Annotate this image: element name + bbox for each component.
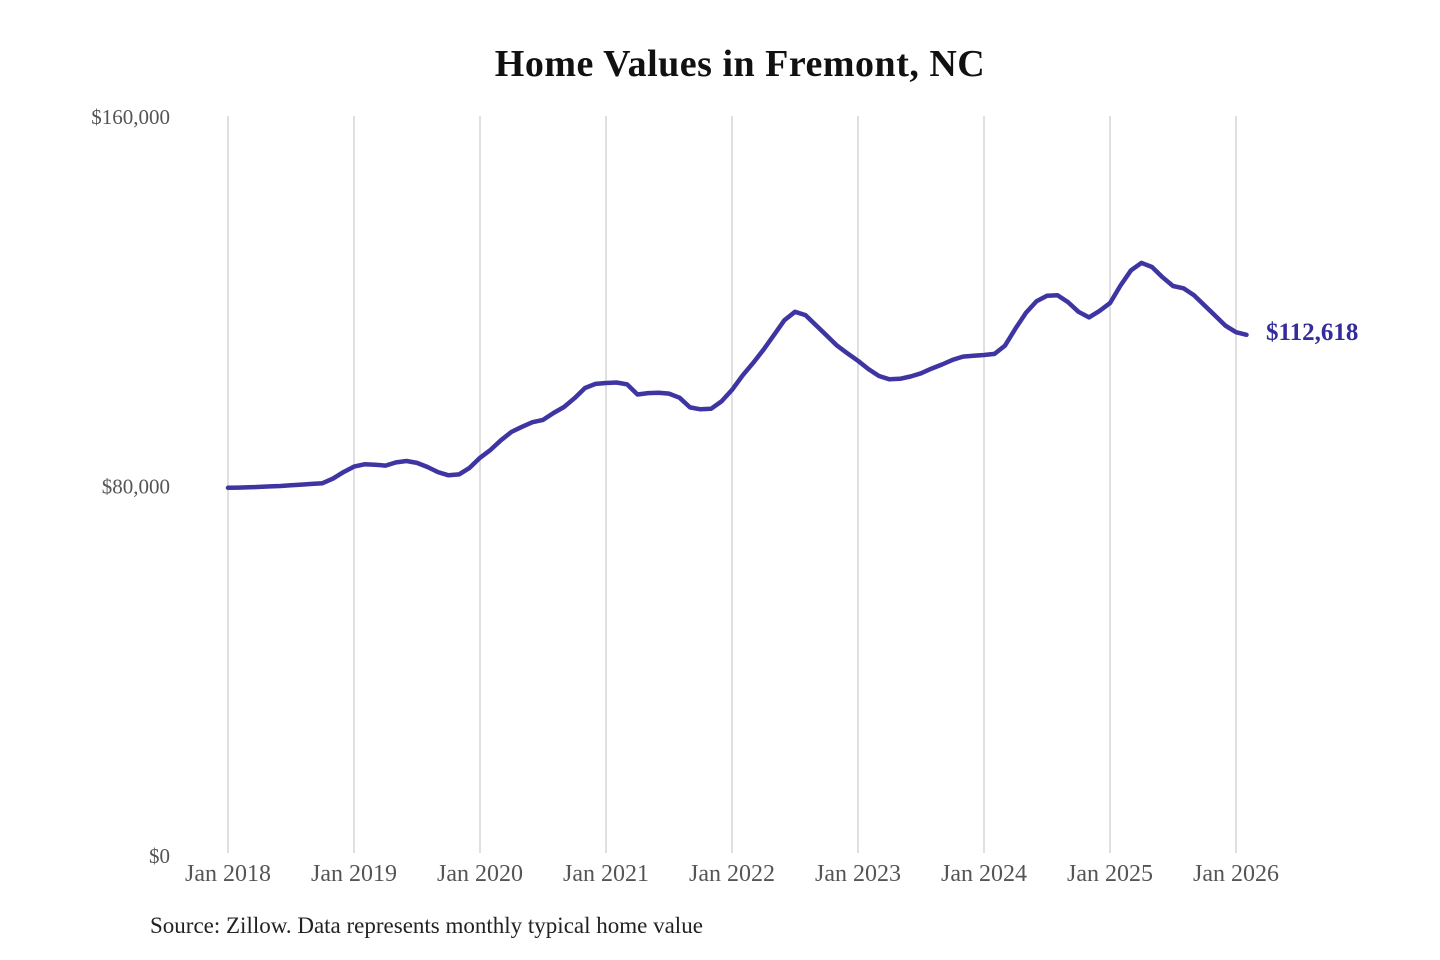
home-value-series-line bbox=[225, 260, 1249, 491]
x-axis-tick-label: Jan 2021 bbox=[563, 861, 649, 887]
chart-title: Home Values in Fremont, NC bbox=[494, 43, 986, 85]
x-axis-tick-label: Jan 2023 bbox=[815, 861, 901, 887]
source-note: Source: Zillow. Data represents monthly … bbox=[150, 913, 703, 938]
x-axis-tick-label: Jan 2018 bbox=[185, 861, 271, 887]
y-axis-tick-label: $160,000 bbox=[91, 105, 170, 129]
x-axis-tick-label: Jan 2024 bbox=[941, 861, 1027, 887]
x-axis-tick-label: Jan 2020 bbox=[437, 861, 523, 887]
y-axis-tick-label: $80,000 bbox=[102, 475, 170, 499]
y-axis-tick-label: $0 bbox=[149, 844, 170, 868]
x-axis-tick-label: Jan 2019 bbox=[311, 861, 397, 887]
latest-value-label: $112,618 bbox=[1266, 319, 1359, 346]
x-axis-tick-label: Jan 2025 bbox=[1067, 861, 1153, 887]
x-axis-tick-label: Jan 2022 bbox=[689, 861, 775, 887]
x-axis-tick-label: Jan 2026 bbox=[1193, 861, 1279, 887]
